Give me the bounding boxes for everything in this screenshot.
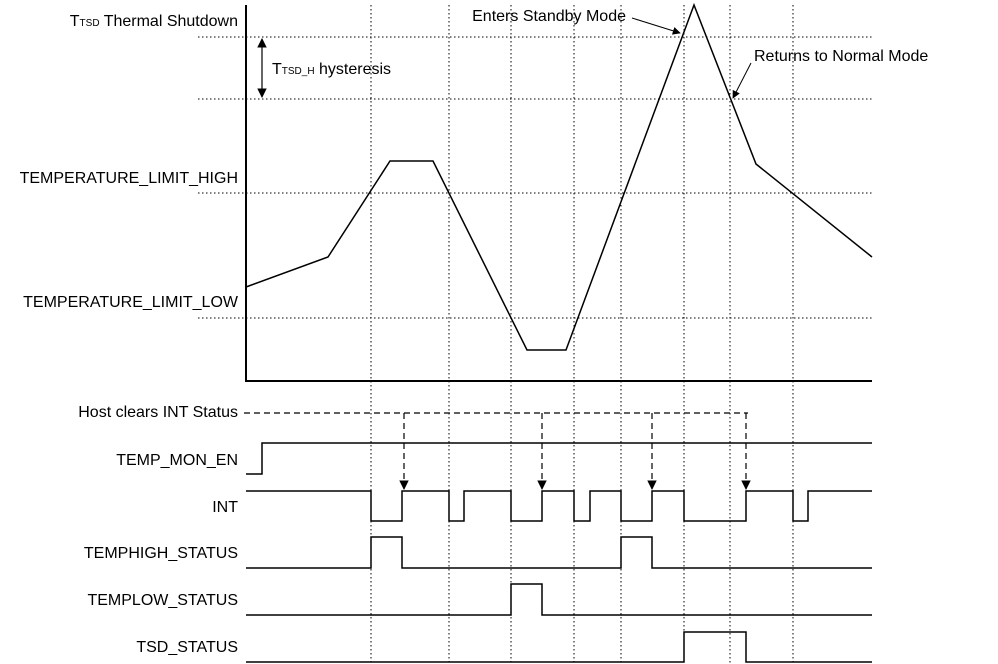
signal-label: TEMP_MON_EN (116, 452, 238, 469)
subscript: TSD (80, 18, 100, 29)
symbol: T (272, 61, 282, 78)
temperature-curve (245, 2, 873, 351)
temphigh-wave (246, 536, 872, 569)
label-text: hysteresis (315, 61, 391, 78)
int-wave (246, 490, 872, 522)
tsd-wave (246, 631, 872, 663)
timing-lines (370, 5, 794, 664)
signal-label: TEMPHIGH_STATUS (84, 545, 238, 562)
standby-arrow (631, 17, 681, 35)
signal-label: INT (212, 499, 238, 516)
subscript: TSD_H (282, 66, 315, 77)
tsd-label: TTSD Thermal Shutdown (70, 13, 238, 30)
temp-mon-en-wave (246, 442, 872, 475)
limit-high-label: TEMPERATURE_LIMIT_HIGH (20, 170, 238, 187)
hysteresis-label: TTSD_H hysteresis (272, 61, 391, 78)
limit-low-label: TEMPERATURE_LIMIT_LOW (23, 294, 239, 311)
normal-label: Returns to Normal Mode (754, 48, 928, 65)
axes (245, 5, 872, 382)
reference-lines (198, 36, 872, 319)
standby-label: Enters Standby Mode (472, 8, 626, 25)
host-clears-lines (244, 412, 751, 490)
templow-wave (246, 583, 872, 616)
host-clears-label: Host clears INT Status (78, 404, 238, 421)
signal-label: TSD_STATUS (136, 639, 238, 656)
normal-arrow (732, 62, 752, 99)
label-text: Thermal Shutdown (100, 13, 238, 30)
signal-label: TEMPLOW_STATUS (87, 592, 238, 609)
symbol: T (70, 13, 80, 30)
